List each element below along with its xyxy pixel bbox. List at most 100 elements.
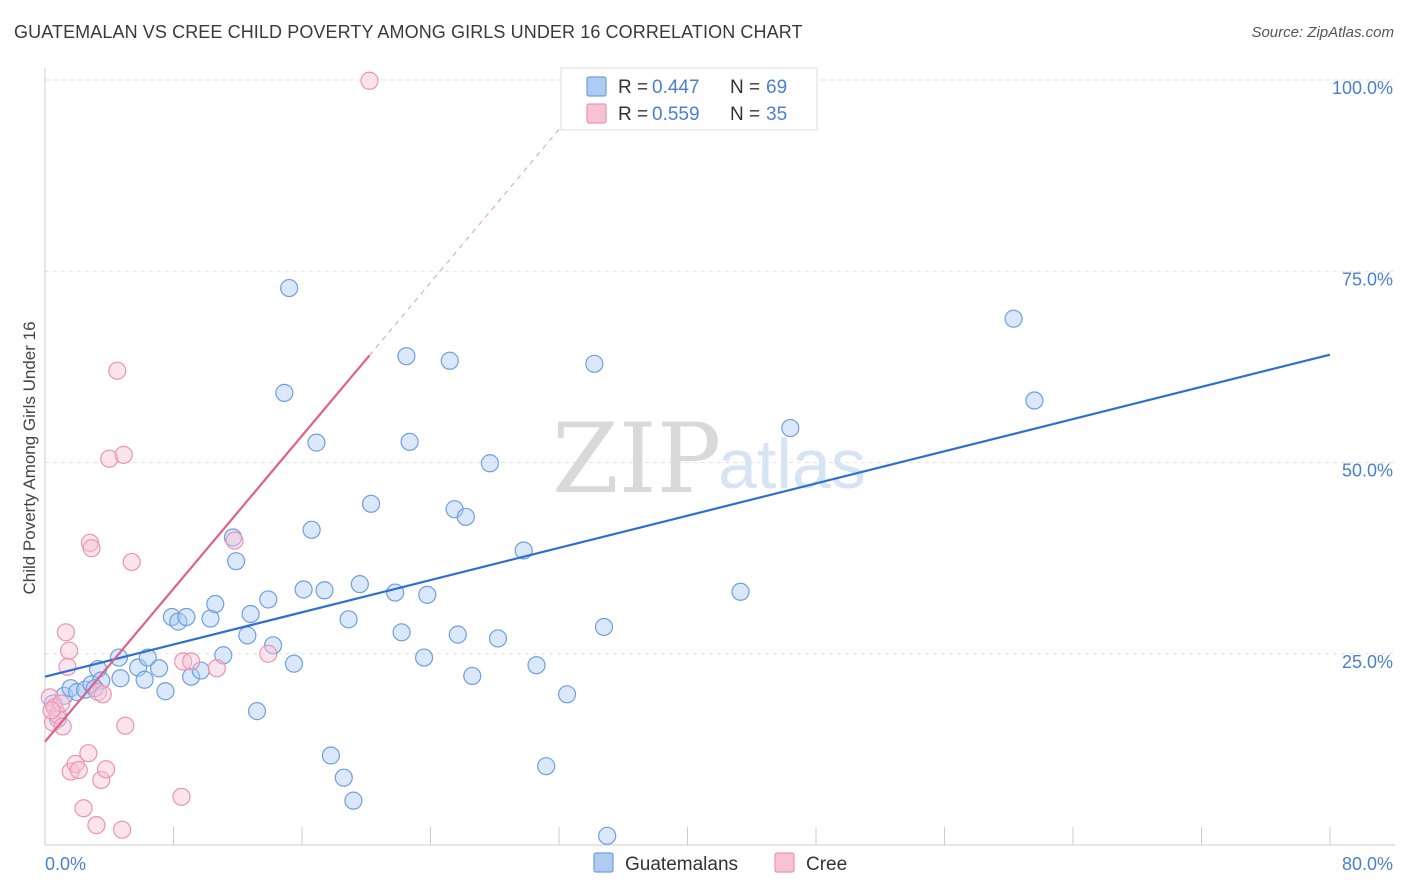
cree-point [59, 641, 79, 660]
guatemalans-point [201, 609, 220, 628]
cree-point [88, 682, 108, 702]
guatemalans-point [400, 432, 419, 451]
guatemalans-point [463, 666, 482, 686]
legend-n-label-cree: N = [730, 104, 760, 125]
guatemalans-point [448, 625, 467, 644]
cree-point [69, 760, 88, 780]
legend-swatch-cree [586, 103, 607, 124]
cree-point [53, 717, 72, 736]
cree-point [40, 688, 59, 707]
guatemalans-point [339, 610, 358, 629]
guatemalans-point [247, 702, 267, 721]
bottom-legend-label-guatemalans: Guatemalans [625, 854, 738, 875]
cree-point [79, 744, 98, 763]
guatemalans-point [302, 520, 321, 539]
guatemalans-point [227, 552, 246, 571]
legend-n-value-guatemalans: 69 [766, 77, 787, 98]
cree-point [122, 552, 141, 572]
guatemalans-point [557, 685, 577, 704]
cree-trend-line [44, 354, 371, 743]
guatemalans-trend-line [44, 353, 1331, 678]
guatemalans-point [731, 582, 750, 601]
cree-point [116, 716, 135, 735]
cree-point [182, 652, 201, 671]
ticks-layer: 25.0% 50.0% 75.0% 100.0% 0.0% 80.0% [45, 78, 1393, 874]
cree-trend-line-extension [369, 123, 565, 356]
guatemalans-point [397, 347, 416, 366]
guatemalans-point [527, 656, 546, 675]
cree-point [96, 760, 116, 779]
cree-point [82, 539, 101, 558]
legend-n-label-guatemalans: N = [730, 77, 760, 98]
guatemalans-point [334, 768, 353, 787]
cree-point [172, 787, 191, 806]
guatemalans-point [241, 604, 260, 624]
trend-layer [44, 123, 1331, 743]
guatemalans-point [162, 607, 181, 627]
guatemalans-point [307, 433, 326, 452]
guatemalans-point [177, 607, 196, 627]
guatemalans-point [585, 354, 604, 373]
guatemalans-point [191, 661, 210, 680]
guatemalans-point [321, 746, 341, 765]
cree-point [225, 531, 244, 550]
cree-point [112, 820, 132, 839]
cree-point [42, 701, 61, 720]
guatemalans-point [275, 383, 294, 402]
guatemalans-point [1004, 309, 1023, 328]
guatemalans-point [598, 826, 617, 845]
y-tick-label: 75.0% [1342, 269, 1393, 289]
guatemalans-point [440, 351, 459, 370]
guatemalans-point [418, 585, 437, 604]
cree-point [74, 799, 93, 818]
guatemalans-point [223, 528, 243, 547]
legend-r-value-guatemalans: 0.447 [652, 77, 700, 98]
cree-point [114, 445, 133, 464]
bottom-legend-label-cree: Cree [806, 854, 847, 875]
guatemalans-point [781, 418, 800, 438]
guatemalans-point [259, 590, 278, 609]
grid-layer [45, 79, 1395, 655]
y-tick-label: 100.0% [1332, 78, 1393, 98]
guatemalans-point [344, 791, 363, 810]
cree-point [87, 816, 106, 835]
legend-n-value-cree: 35 [766, 104, 787, 125]
guatemalans-point [135, 670, 154, 689]
bottom-legend-swatch-guatemalans [593, 852, 614, 873]
cree-point [259, 644, 278, 663]
x-tick-label: 80.0% [1342, 854, 1393, 874]
guatemalans-point [182, 667, 201, 686]
cree-point [51, 694, 71, 713]
guatemalans-point [350, 575, 369, 594]
legend-swatch-guatemalans [586, 76, 607, 97]
guatemalans-point [361, 494, 381, 513]
legend-r-label-cree: R = [618, 104, 648, 125]
watermark: ZIP atlas [552, 403, 866, 515]
cree-point [92, 770, 111, 790]
guatemalans-point [315, 581, 334, 600]
watermark-zip: ZIP [552, 403, 721, 515]
guatemalans-point [206, 594, 225, 614]
cree-point [100, 449, 119, 468]
guatemalans-point [456, 507, 475, 526]
guatemalans-point [392, 623, 411, 642]
bottom-legend-swatch-cree [774, 852, 795, 873]
x-tick-label: 0.0% [45, 854, 86, 874]
cree-point [93, 685, 112, 704]
guatemalans-point [263, 636, 283, 655]
points-layer [40, 71, 1044, 845]
y-tick-label: 50.0% [1342, 461, 1393, 481]
guatemalans-point [294, 580, 313, 599]
guatemalans-point [537, 757, 556, 776]
cree-point [360, 71, 379, 90]
guatemalans-point [284, 654, 304, 673]
source-credit: Source: ZipAtlas.com [1251, 24, 1394, 41]
guatemalans-point [280, 278, 299, 298]
guatemalans-point [138, 648, 157, 667]
guatemalans-point [156, 682, 175, 701]
guatemalans-point [111, 669, 130, 688]
chart-title: GUATEMALAN VS CREE CHILD POVERTY AMONG G… [14, 22, 803, 42]
guatemalans-point [414, 648, 434, 667]
guatemalans-point [594, 617, 614, 637]
